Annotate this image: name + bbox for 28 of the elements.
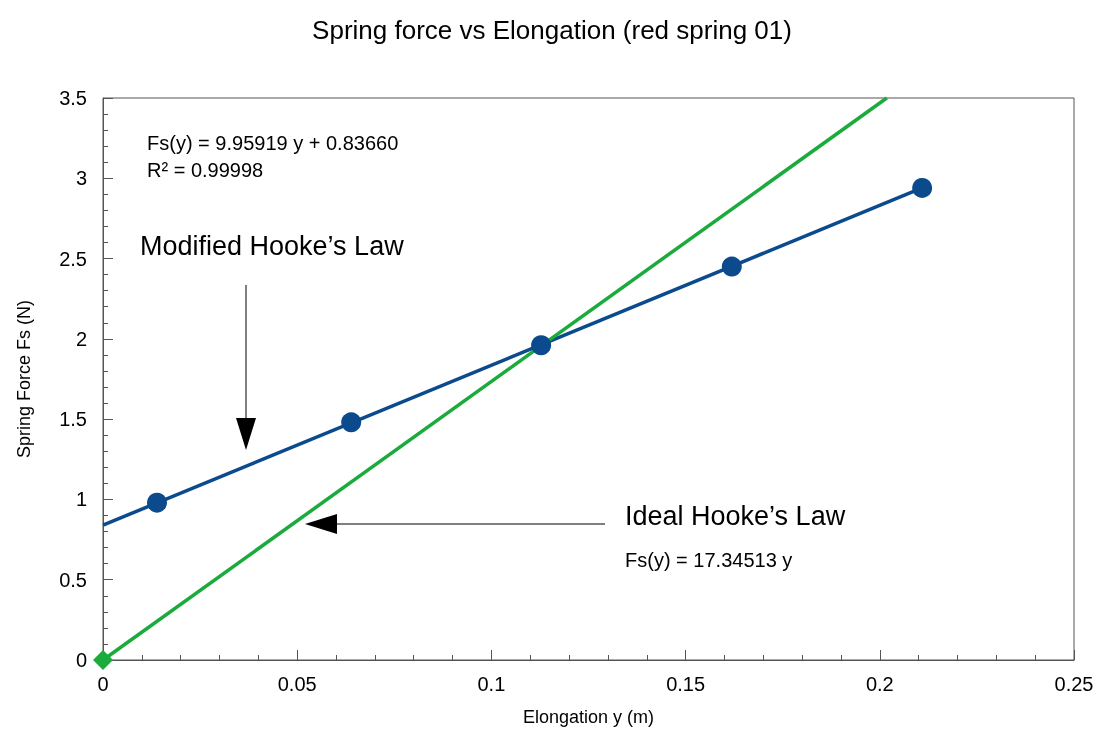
x-tick-label: 0: [97, 673, 109, 695]
y-tick-label: 3.5: [59, 87, 87, 109]
annotation: R² = 0.99998: [147, 159, 264, 182]
y-tick-label: 0: [75, 649, 87, 671]
y-tick-label: 2.5: [59, 247, 87, 270]
point: [341, 412, 362, 433]
annotation: Fs(y) = 9.95919 y + 0.83660: [147, 132, 399, 155]
annotation: Modified Hooke’s Law: [140, 231, 405, 262]
point: [912, 177, 933, 198]
y-tick-label: 0.5: [59, 568, 87, 591]
y-tick-label: 3: [75, 167, 87, 190]
y-tick-label: 2: [75, 327, 87, 350]
annotation: Ideal Hooke’s Law: [625, 501, 846, 532]
chart-title: Spring force vs Elongation (red spring 01): [312, 15, 792, 45]
annotation: Fs(y) = 17.34513 y: [625, 549, 793, 572]
x-tick-label: 0.1: [477, 673, 506, 695]
y-axis-title: Spring Force Fs (N): [14, 299, 34, 459]
x-tick-label: 0.25: [1054, 673, 1094, 695]
x-axis-title: Elongation y (m): [522, 707, 655, 727]
y-tick-label: 1.5: [59, 408, 87, 431]
y-tick-label: 1: [75, 488, 87, 511]
point: [147, 492, 167, 513]
point: [93, 650, 113, 670]
x-tick-label: 0.15: [666, 673, 706, 695]
point: [721, 256, 742, 277]
x-tick-label: 0.05: [277, 673, 317, 695]
x-tick-label: 0.2: [865, 673, 894, 695]
point: [531, 335, 552, 356]
